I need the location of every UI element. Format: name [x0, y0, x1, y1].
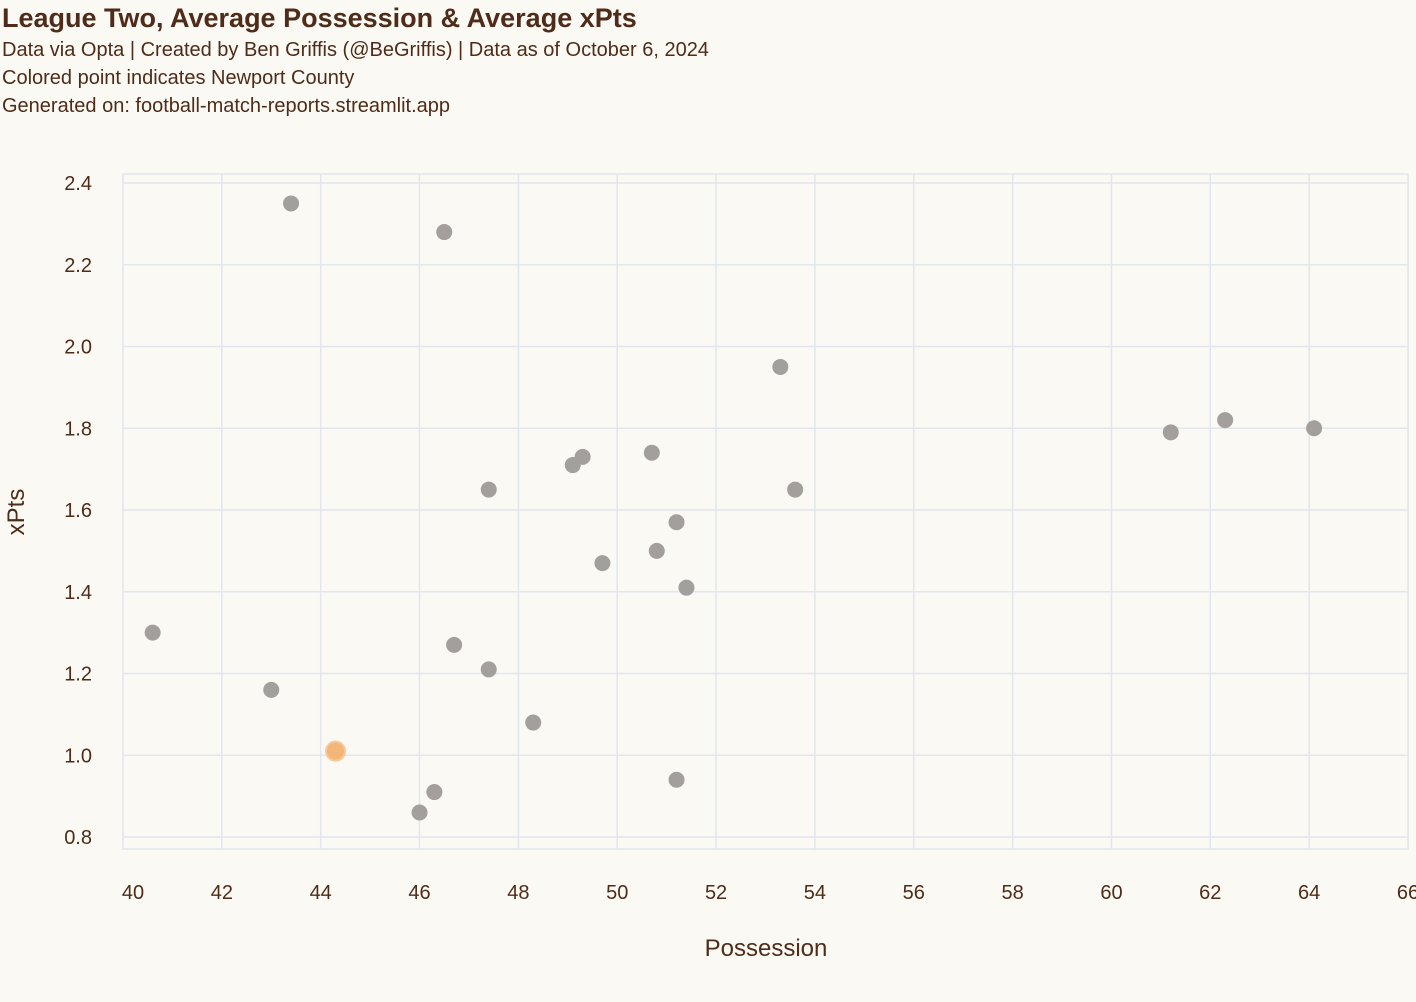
- y-tick-label: 1.6: [64, 500, 92, 522]
- y-tick-label: 2.0: [64, 337, 92, 359]
- tick-label-layer: 40 42 44 46 48 50 52 54 56 58 60 62 64 66 0.8 1.0 1.2 1.4…: [64, 173, 1416, 904]
- team-point: [643, 444, 660, 461]
- team-point: [648, 542, 665, 559]
- x-tick-label: 56: [903, 882, 925, 904]
- x-tick-label: 52: [705, 882, 727, 904]
- team-point: [594, 555, 611, 572]
- team-point: [772, 358, 789, 375]
- x-tick-label: 46: [408, 882, 430, 904]
- team-point: [283, 195, 300, 212]
- x-tick-label: 62: [1199, 882, 1221, 904]
- team-point: [480, 661, 497, 678]
- team-point: [480, 481, 497, 498]
- chart-header: League Two, Average Possession & Average…: [2, 0, 1402, 120]
- plot-frame: [122, 173, 1409, 850]
- x-tick-label: 44: [310, 882, 332, 904]
- team-point: [678, 579, 695, 596]
- y-tick-label: 1.4: [64, 582, 92, 604]
- team-point: [564, 457, 581, 474]
- x-tick-label: 58: [1001, 882, 1023, 904]
- chart-title: League Two, Average Possession & Average…: [2, 3, 637, 33]
- y-tick-label: 1.0: [64, 745, 92, 767]
- x-tick-label: 54: [804, 882, 826, 904]
- team-point: [263, 681, 280, 698]
- x-tick-label: 48: [507, 882, 529, 904]
- x-tick-label: 50: [606, 882, 628, 904]
- team-point: [1306, 420, 1323, 437]
- x-tick-label: 40: [122, 882, 144, 904]
- x-tick-label: 42: [211, 882, 233, 904]
- team-point: [787, 481, 804, 498]
- y-tick-label: 1.2: [64, 664, 92, 686]
- chart-subtitle-note: Colored point indicates Newport County: [2, 67, 355, 89]
- y-tick-label: 1.8: [64, 418, 92, 440]
- y-tick-label: 0.8: [64, 827, 92, 849]
- team-point: [436, 224, 453, 241]
- points-layer: [144, 195, 1323, 821]
- x-tick-label: 60: [1100, 882, 1122, 904]
- y-axis-title: xPts: [3, 489, 30, 536]
- x-tick-label: 64: [1298, 882, 1320, 904]
- x-axis-title: Possession: [705, 935, 828, 962]
- team-point: [668, 771, 685, 788]
- chart-subtitle-source: Data via Opta | Created by Ben Griffis (…: [2, 39, 709, 61]
- team-point: [525, 714, 542, 731]
- chart-subtitle-generated: Generated on: football-match-reports.str…: [2, 95, 450, 117]
- team-point: [411, 804, 428, 821]
- team-point: [668, 514, 685, 531]
- y-tick-label: 2.2: [64, 255, 92, 277]
- y-tick-label: 2.4: [64, 173, 92, 195]
- team-point: [426, 784, 443, 801]
- team-point: [1162, 424, 1179, 441]
- x-tick-label: 66: [1397, 882, 1416, 904]
- grid-layer: [122, 173, 1409, 850]
- team-point: [446, 636, 463, 653]
- team-point: [1217, 412, 1234, 429]
- highlighted-team-point: [325, 740, 347, 762]
- team-point: [144, 624, 161, 641]
